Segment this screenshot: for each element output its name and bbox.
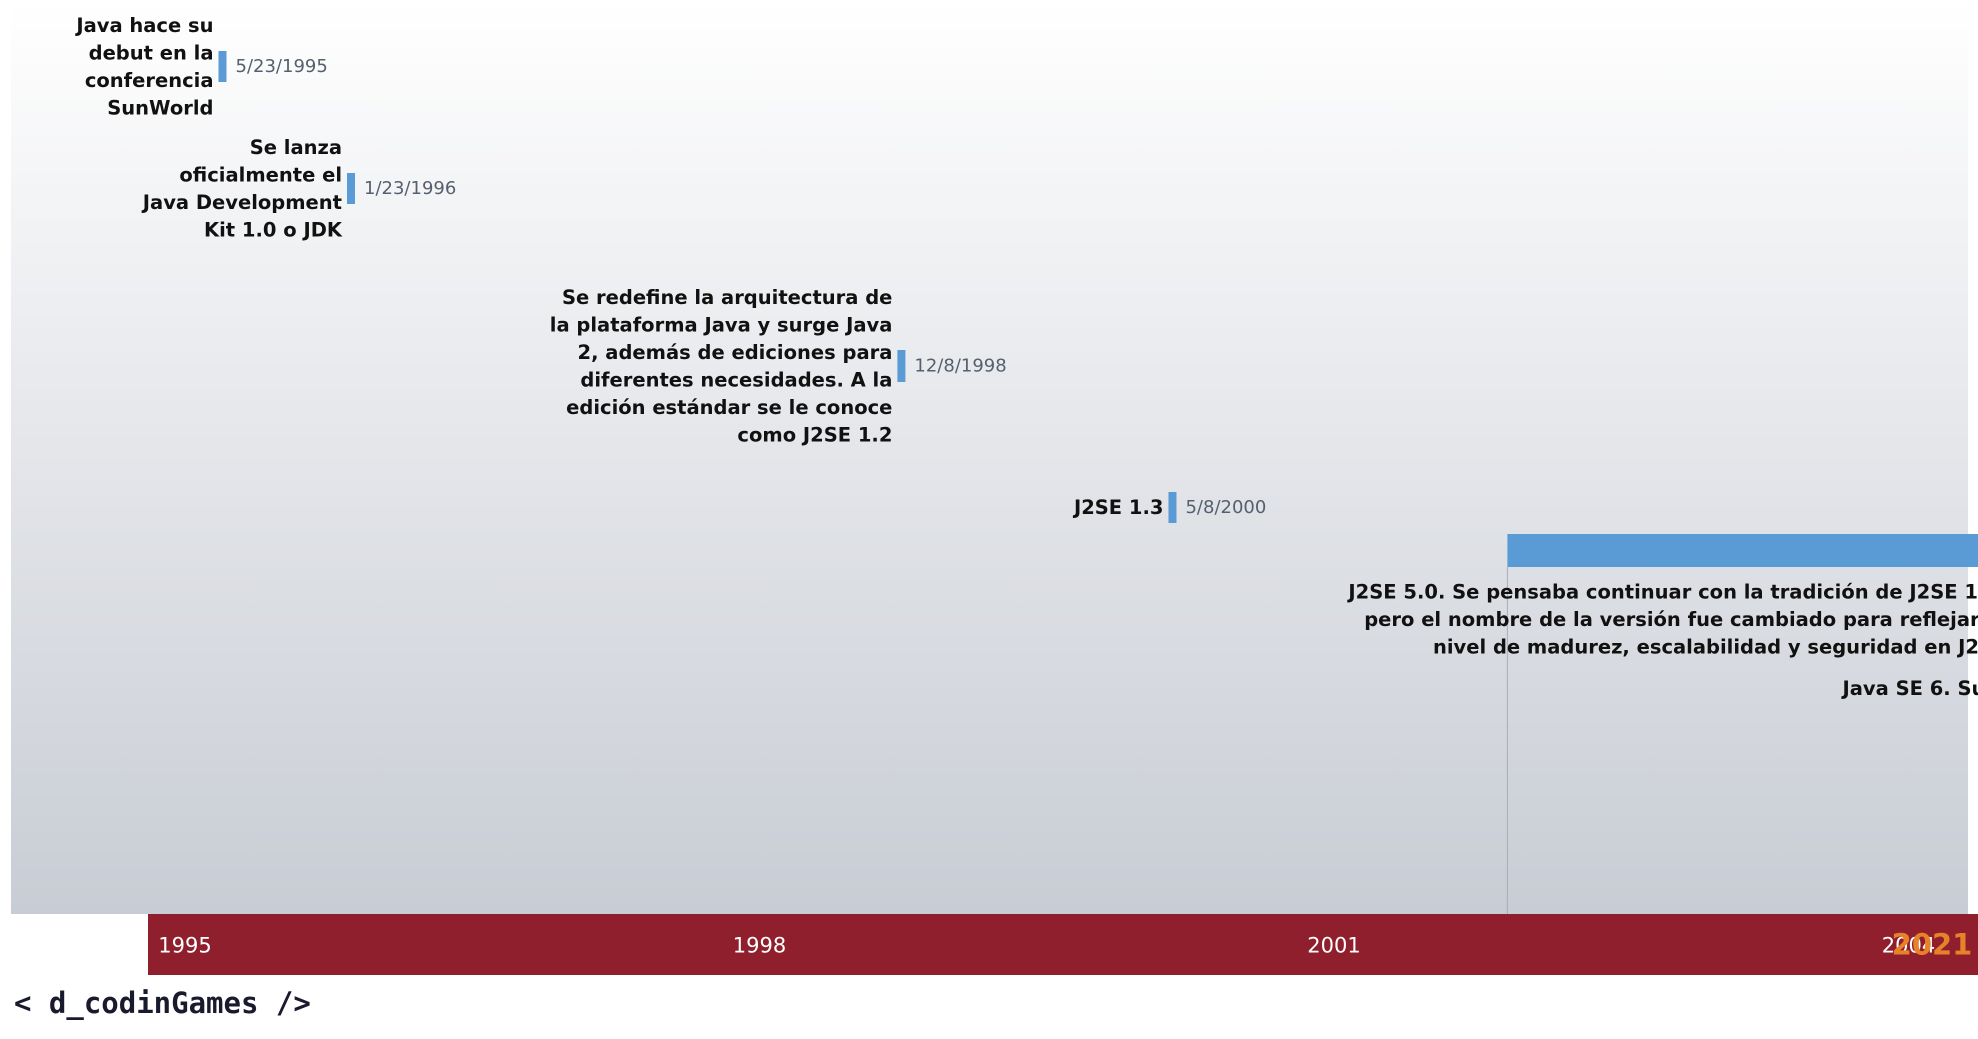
milestone-label-2-line-1: Se lanza [250, 136, 342, 159]
milestone-label-2-line-2: oficialmente el [179, 163, 342, 186]
interval-side-label-3-line-1: Java SE 6. Sun reemplaza el vocablo J2SE… [1841, 677, 1978, 700]
annotations: Hoy< d_codinGames /> [14, 986, 311, 1020]
interval-side-label-2-line-2: pero el nombre de la versión fue cambiad… [1364, 608, 1978, 631]
milestone-label-3-line-5: edición estándar se le conoce [566, 396, 892, 419]
milestone-label-3-line-6: como J2SE 1.2 [737, 423, 892, 446]
milestone-label-3-line-1: Se redefine la arquitectura de [562, 286, 892, 309]
milestone-label-3-line-4: diferentes necesidades. A la [580, 368, 892, 391]
axis-tick-1998: 1998 [733, 934, 786, 958]
milestone-label-1-line-3: conferencia [85, 69, 214, 92]
axis-end-label: 2021 [1892, 928, 1973, 962]
milestone-marker-1 [218, 51, 227, 82]
interval-bar-1 [1507, 534, 1978, 567]
milestone-date-3: 12/8/1998 [914, 356, 1006, 377]
axis-tick-1995: 1995 [158, 934, 211, 958]
milestone-label-2-line-3: Java Development [141, 191, 342, 214]
milestone-date-1: 5/23/1995 [236, 56, 328, 77]
milestone-label-2-line-4: Kit 1.0 o JDK [204, 218, 343, 241]
gridlines [1506, 567, 1508, 914]
milestone-label-4-line-1: J2SE 1.3 [1072, 496, 1164, 519]
milestone-date-2: 1/23/1996 [364, 178, 456, 199]
axis-past-band [148, 914, 1978, 975]
plot-background [11, 0, 1968, 914]
milestone-label-3-line-2: la plataforma Java y surge Java [550, 313, 893, 336]
interval-side-label-2-line-1: J2SE 5.0. Se pensaba continuar con la tr… [1346, 581, 1978, 604]
axis-tick-2004: 2004 [1882, 934, 1935, 958]
milestone-marker-2 [347, 173, 356, 204]
milestone-marker-3 [897, 350, 906, 382]
chart-marks: Java hace su debut en la conferencia SunWor… [74, 14, 1978, 700]
axis-tick-2001: 2001 [1307, 934, 1360, 958]
milestone-label-1-line-2: debut en la [89, 41, 214, 64]
milestone-label-1-line-4: SunWorld [107, 96, 213, 119]
milestone-label-3-line-3: 2, además de ediciones para [578, 341, 893, 364]
milestone-label-1-line-1: Java hace su [74, 14, 213, 37]
milestone-date-4: 5/8/2000 [1185, 497, 1266, 518]
milestone-marker-4 [1168, 492, 1177, 523]
brand-logo-text: < d_codinGames /> [14, 986, 311, 1020]
interval-side-label-2-line-3: nivel de madurez, escalabilidad y seguri… [1433, 636, 1978, 659]
year-axis: 1995199820012004200720102013201620192021 [148, 914, 1978, 975]
